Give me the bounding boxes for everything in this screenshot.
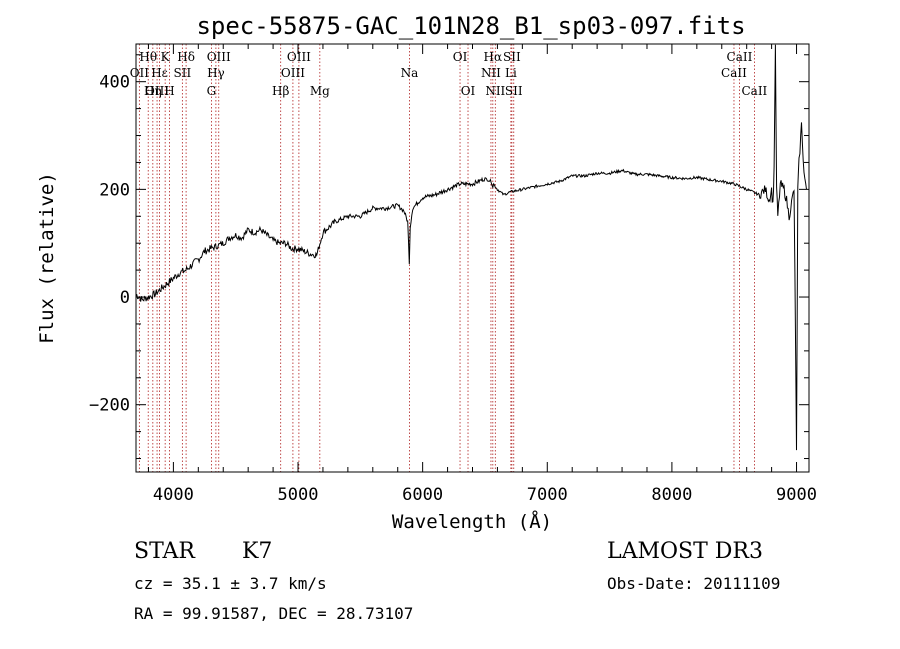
subclass-label: K7 <box>242 539 272 564</box>
plot-frame <box>135 43 810 473</box>
x-tick-label: 7000 <box>527 485 568 505</box>
line-marker-label: Li <box>505 66 517 80</box>
line-marker-label: Hε <box>151 66 168 80</box>
line-marker-label: G <box>207 84 217 98</box>
line-marker-label: SII <box>503 50 521 64</box>
x-tick-label: 4000 <box>153 485 194 505</box>
redshift-text: cz = 35.1 ± 3.7 km/s <box>134 574 327 593</box>
obs-date-text: Obs-Date: 20111109 <box>607 574 780 593</box>
x-axis-label: Wavelength (Å) <box>392 510 552 533</box>
y-tick-label: −200 <box>89 396 130 416</box>
line-marker-label: NII <box>485 84 505 98</box>
line-marker-label: OIII <box>207 50 231 64</box>
line-markers <box>138 44 755 472</box>
line-marker-label: NII <box>481 66 501 80</box>
line-marker-label: OI <box>461 84 476 98</box>
y-tick-label: 200 <box>99 180 130 200</box>
line-marker-label: Hη <box>144 84 162 98</box>
x-tick-label: 5000 <box>278 485 319 505</box>
survey-label: LAMOST DR3 <box>607 539 763 564</box>
y-tick-label: 0 <box>120 288 130 308</box>
axis-ticks: 4000 5000 6000 7000 8000 9000 −200 0 200 400 <box>89 44 817 505</box>
chart-title: spec-55875-GAC_101N28_B1_sp03-097.fits <box>196 12 745 40</box>
line-marker-label: OI <box>453 50 468 64</box>
line-marker-label: Hθ <box>139 50 157 64</box>
line-marker-label: H <box>164 84 174 98</box>
line-marker-label: CaII <box>741 84 767 98</box>
x-tick-label: 6000 <box>402 485 443 505</box>
line-marker-label: OII <box>130 66 150 80</box>
line-marker-label: Hα <box>484 50 503 64</box>
line-marker-label: OIII <box>145 84 169 98</box>
line-marker-label: SII <box>174 66 192 80</box>
y-axis-label: Flux (relative) <box>36 172 58 344</box>
line-marker-label: Mg <box>310 84 330 98</box>
line-marker-label: CaII <box>727 50 753 64</box>
line-marker-label: Hδ <box>177 50 195 64</box>
line-marker-label: SII <box>505 84 523 98</box>
coords-text: RA = 99.91587, DEC = 28.73107 <box>134 604 413 623</box>
line-marker-label: OIII <box>287 50 311 64</box>
line-marker-label: CaII <box>721 66 747 80</box>
line-marker-label: Hγ <box>207 66 225 80</box>
line-marker-label: Hβ <box>272 84 289 98</box>
x-tick-label: 9000 <box>776 485 817 505</box>
line-marker-label: K <box>161 50 171 64</box>
line-marker-label: OIII <box>281 66 305 80</box>
spectrum-line <box>135 44 807 451</box>
class-label: STAR <box>134 539 196 564</box>
line-marker-label: Na <box>401 66 419 80</box>
x-tick-label: 8000 <box>651 485 692 505</box>
y-tick-label: 400 <box>99 73 130 93</box>
